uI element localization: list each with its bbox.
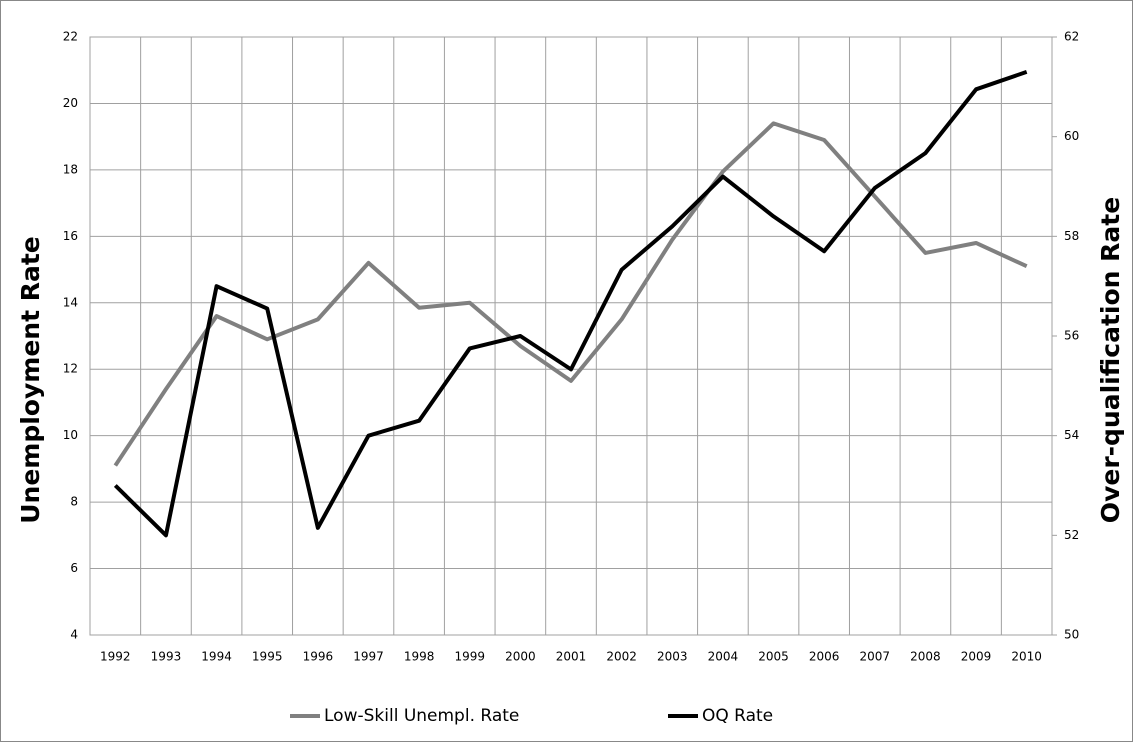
x-tick-label: 2007 [860,650,891,664]
x-tick-label: 1995 [252,650,283,664]
x-tick-label: 1997 [353,650,384,664]
x-tick-label: 2006 [809,650,840,664]
y2-tick-label: 60 [1064,129,1079,143]
y-tick-label: 18 [63,162,78,176]
x-tick-label: 1992 [100,650,131,664]
x-tick-label: 2002 [606,650,637,664]
y-tick-label: 8 [70,495,78,509]
y-axis-title: Unemployment Rate [16,236,45,524]
x-tick-label: 1999 [454,650,485,664]
y2-tick-label: 58 [1064,229,1079,243]
y2-tick-label: 62 [1064,30,1079,44]
y2-tick-label: 56 [1064,329,1079,343]
y2-tick-label: 50 [1064,628,1079,642]
series-line [113,121,1028,467]
y-tick-label: 20 [63,96,78,110]
x-tick-label: 2010 [1011,650,1042,664]
x-tick-label: 2001 [556,650,587,664]
y2-axis-title: Over-qualification Rate [1096,197,1125,523]
x-tick-label: 1993 [151,650,182,664]
y-tick-label: 16 [63,229,78,243]
y-tick-label: 10 [63,428,78,442]
y-tick-label: 4 [70,628,78,642]
x-tick-label: 2003 [657,650,688,664]
x-tick-label: 2005 [758,650,789,664]
series-line [113,69,1028,538]
y-tick-label: 12 [63,362,78,376]
y-tick-label: 14 [63,295,78,309]
x-tick-label: 2008 [910,650,941,664]
x-tick-label: 2004 [708,650,739,664]
plot-frame [89,36,1053,636]
y-tick-label: 6 [70,561,78,575]
legend-label: OQ Rate [702,706,773,726]
x-tick-label: 1996 [303,650,334,664]
y2-tick-label: 52 [1064,528,1079,542]
x-tick-label: 2000 [505,650,536,664]
x-tick-label: 1994 [201,650,232,664]
x-tick-label: 1998 [404,650,435,664]
y2-tick-label: 54 [1064,428,1079,442]
x-tick-label: 2009 [961,650,992,664]
legend-label: Low-Skill Unempl. Rate [324,706,519,726]
y-tick-label: 22 [63,30,78,44]
